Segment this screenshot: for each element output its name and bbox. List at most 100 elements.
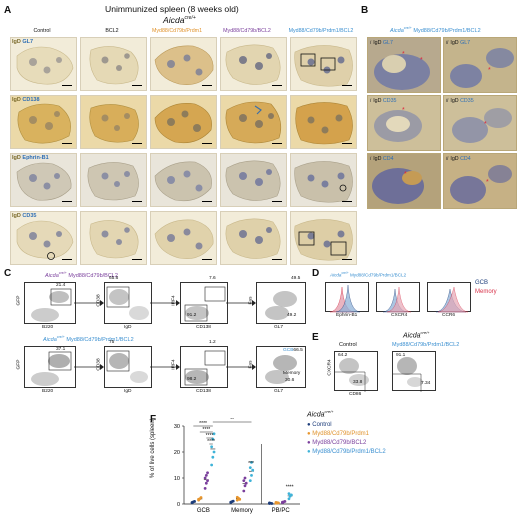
svg-text:*: * [404,171,407,178]
data-point [212,450,216,454]
ihc-image [10,211,77,265]
panel-e-control-label: Control [339,342,357,348]
svg-text:*: * [484,121,487,128]
row-label-cd35: IgD CD35 [12,213,37,219]
data-point [276,501,280,505]
svg-text:*: * [486,179,489,186]
gate-value: 49.2 [287,313,297,318]
data-point [289,493,293,497]
arrow-icon [150,364,180,370]
data-point [206,479,209,482]
axis-label: CXCR4 [391,313,408,318]
data-point [242,489,246,493]
ihc-row-cd138: IgD CD138 [10,95,357,149]
scale-bar [342,200,352,202]
row-label-cd138: IgD CD138 [12,97,40,103]
data-point [238,497,242,501]
data-point [243,484,247,488]
panel-b-letter: B [361,5,369,16]
data-point [248,466,252,469]
axis-label: CD86 [349,392,362,397]
zoom-label: i IgD GL7 [370,40,393,46]
svg-text:*: * [402,107,405,114]
panel-e-letter: E [312,332,319,343]
y-tick-label: 30 [174,424,180,430]
legend-memory: Memory [475,289,497,295]
y-tick-label: 20 [174,450,180,456]
arrow-icon [74,364,104,370]
gate-value: 7.34 [421,381,431,386]
scale-bar [202,142,212,144]
legend-item: ● Myd88/Cd79b/Prdm1/BCL2 [307,449,386,455]
panel-c-letter: C [4,268,12,279]
data-point [244,481,248,485]
zoom-gl7-i: i IgD GL7 * * [367,37,441,93]
panel-f-legend-title: Aicdacre/+ [307,409,334,419]
data-point [203,487,207,490]
axis-label: CXCR4 [327,359,333,376]
legend-item: ● Control [307,422,332,428]
scale-bar [342,84,352,86]
panel-d-header: Aicdacre/+ Myd88/Cd79b/Prdm1/BCL2 [330,271,407,278]
data-point [250,474,253,477]
zoom-label: i IgD CD4 [370,156,394,162]
gate-value: 30.6 [285,378,295,383]
scale-bar [62,200,72,202]
flow-plot-gfp-b220: 37.1 [24,346,76,388]
gate-value: 91.2 [187,313,197,318]
data-point [210,463,214,467]
zoom-label: ii IgD GL7 [446,40,471,46]
gate-value: GCB66.5 [283,348,303,353]
col-head-bcl2: BCL2 [105,28,119,34]
ihc-image [150,95,217,149]
y-tick-label: 10 [174,476,180,482]
ihc-image [150,153,217,207]
gate-value: 64.2 [338,353,348,358]
row-label-ephrin: IgD Ephrin-B1 [12,155,49,161]
gate-value: 37.1 [56,347,66,352]
axis-label: IgD [124,325,132,330]
ihc-image [80,211,147,265]
scale-bar [132,142,142,144]
zoom-cd4-ii: ii IgD CD4 * [443,153,517,209]
data-point [248,479,252,482]
x-tick-label: GCB [197,508,210,514]
ihc-image [150,37,217,91]
axis-label: GFP [16,295,22,306]
axis-label: CCR6 [442,313,456,318]
scale-bar [62,258,72,260]
data-point [211,455,215,459]
ihc-image [10,95,77,149]
axis-label: GL7 [274,325,284,330]
arrow-icon [226,300,256,306]
ihc-row-ephrin: IgD Ephrin-B1 [10,153,357,207]
y-tick-label: 0 [177,502,180,508]
data-point [251,468,255,472]
svg-text:*: * [420,57,423,64]
histogram-ccr6 [427,282,471,313]
col-head-mcp: Myd88/Cd79b/Prdm1 [151,28,203,34]
x-tick-label: PB/PC [272,508,291,514]
panel-a-title: Unimmunized spleen (8 weeks old) [105,4,239,14]
flow-plot-cd38-igd: 75 [104,340,152,388]
flow-plot-irf4-cd138: 7.6 91.2 [180,276,228,324]
data-point [274,501,278,504]
data-point [268,501,271,505]
panel-e-header: Aicdacre/+ [403,330,430,340]
sig-label: **** [207,439,215,445]
legend-gcb: GCB [475,280,489,286]
legend-item: ● Myd88/Cd79b/Prdm1 [307,431,369,437]
axis-label: IgD [124,389,132,394]
data-point [204,481,208,485]
zoom-cd35-i: i IgD CD35 * [367,95,441,151]
gate-value: 7.6 [209,276,216,281]
ihc-image [290,95,357,149]
flow-plot-cxcr4-cd86-mcpb: 91.1 7.34 [392,351,436,392]
sig-label: *** [248,461,254,467]
gate-value: 75 [109,340,115,345]
scale-bar [132,258,142,260]
flow-plot-cxcr4-cd86-control: 64.2 33.8 [334,351,378,392]
data-point [287,492,291,495]
ihc-image [220,95,287,149]
